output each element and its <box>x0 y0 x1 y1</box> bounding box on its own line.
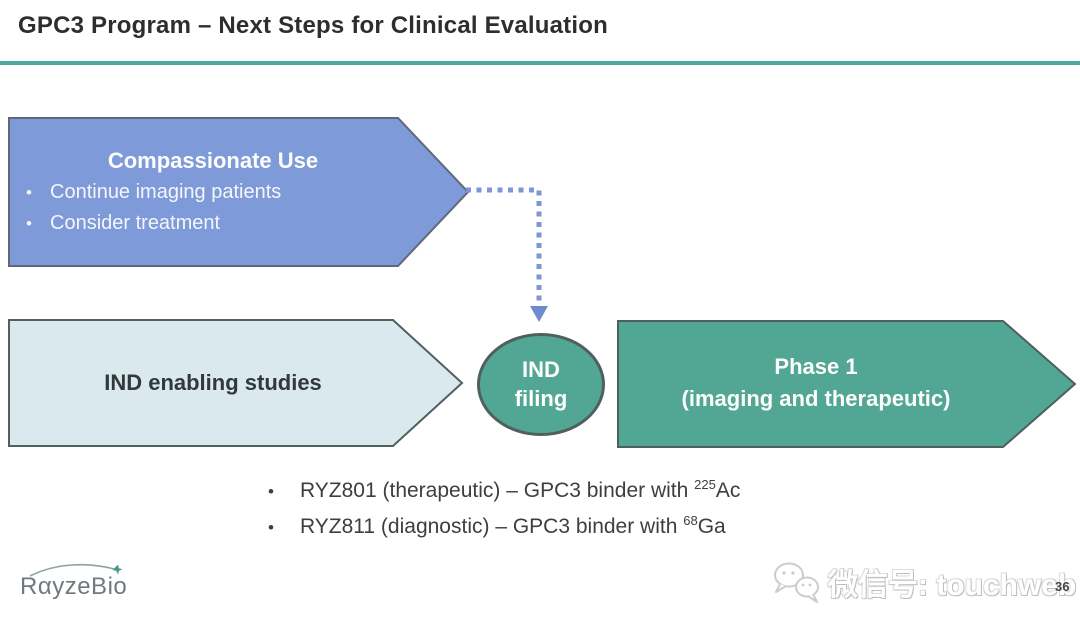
dotted-connector-arrow <box>466 187 548 322</box>
isotope-superscript: 225 <box>694 477 716 492</box>
compassionate-use-arrow-shape <box>8 117 470 267</box>
phase1-line1: Phase 1 <box>774 354 858 379</box>
title-divider <box>0 61 1080 65</box>
bullet-text: Continue imaging patients <box>50 181 282 203</box>
logo-wordmark: RαyzeΒio <box>20 573 128 600</box>
compassionate-use-title: Compassionate Use <box>107 148 319 173</box>
slide-title: GPC3 Program – Next Steps for Clinical E… <box>18 12 608 39</box>
ind-filing-line2: filing <box>514 385 568 411</box>
isotope-superscript: 68 <box>683 513 698 528</box>
ind-enabling-label: IND enabling studies <box>104 370 322 395</box>
logo-arc-icon <box>29 563 123 577</box>
list-item: • Consider treatment <box>26 212 281 235</box>
key-points-list: • RYZ801 (therapeutic) – GPC3 binder with… <box>268 477 740 549</box>
ind-filing-line1: IND <box>522 356 560 382</box>
key-point-text: RYZ801 (therapeutic) – GPC3 binder with <box>300 479 695 502</box>
compassionate-use-bullet-list: • Continue imaging patients • Consider tre… <box>26 181 281 243</box>
rayzebio-logo: RαyzeΒio <box>20 561 160 609</box>
watermark-text: 微信号: touchweb <box>828 569 1077 602</box>
bullet-dot: • <box>26 214 32 233</box>
key-point-text: RYZ811 (diagnostic) – GPC3 binder with <box>300 515 684 538</box>
bullet-dot: • <box>26 183 32 202</box>
bullet-text: Consider treatment <box>50 212 221 234</box>
list-item: • RYZ811 (diagnostic) – GPC3 binder with … <box>268 513 740 539</box>
list-item: • Continue imaging patients <box>26 181 281 204</box>
phase1-label: Phase 1 (imaging and therapeutic) <box>618 351 1014 415</box>
page-number: 36 <box>1055 579 1070 594</box>
bullet-dot: • <box>268 482 274 501</box>
wechat-icon <box>774 562 819 603</box>
isotope-symbol: Ga <box>697 515 726 538</box>
ind-enabling-arrow-shape <box>8 319 464 447</box>
ind-filing-circle: IND filing <box>477 333 605 436</box>
wechat-watermark: 微信号: touchweb <box>770 558 1076 606</box>
isotope-symbol: Ac <box>715 479 741 502</box>
bullet-dot: • <box>268 518 274 537</box>
phase1-line2: (imaging and therapeutic) <box>681 385 951 411</box>
list-item: • RYZ801 (therapeutic) – GPC3 binder with… <box>268 477 740 503</box>
phase1-arrow-shape <box>617 320 1077 448</box>
